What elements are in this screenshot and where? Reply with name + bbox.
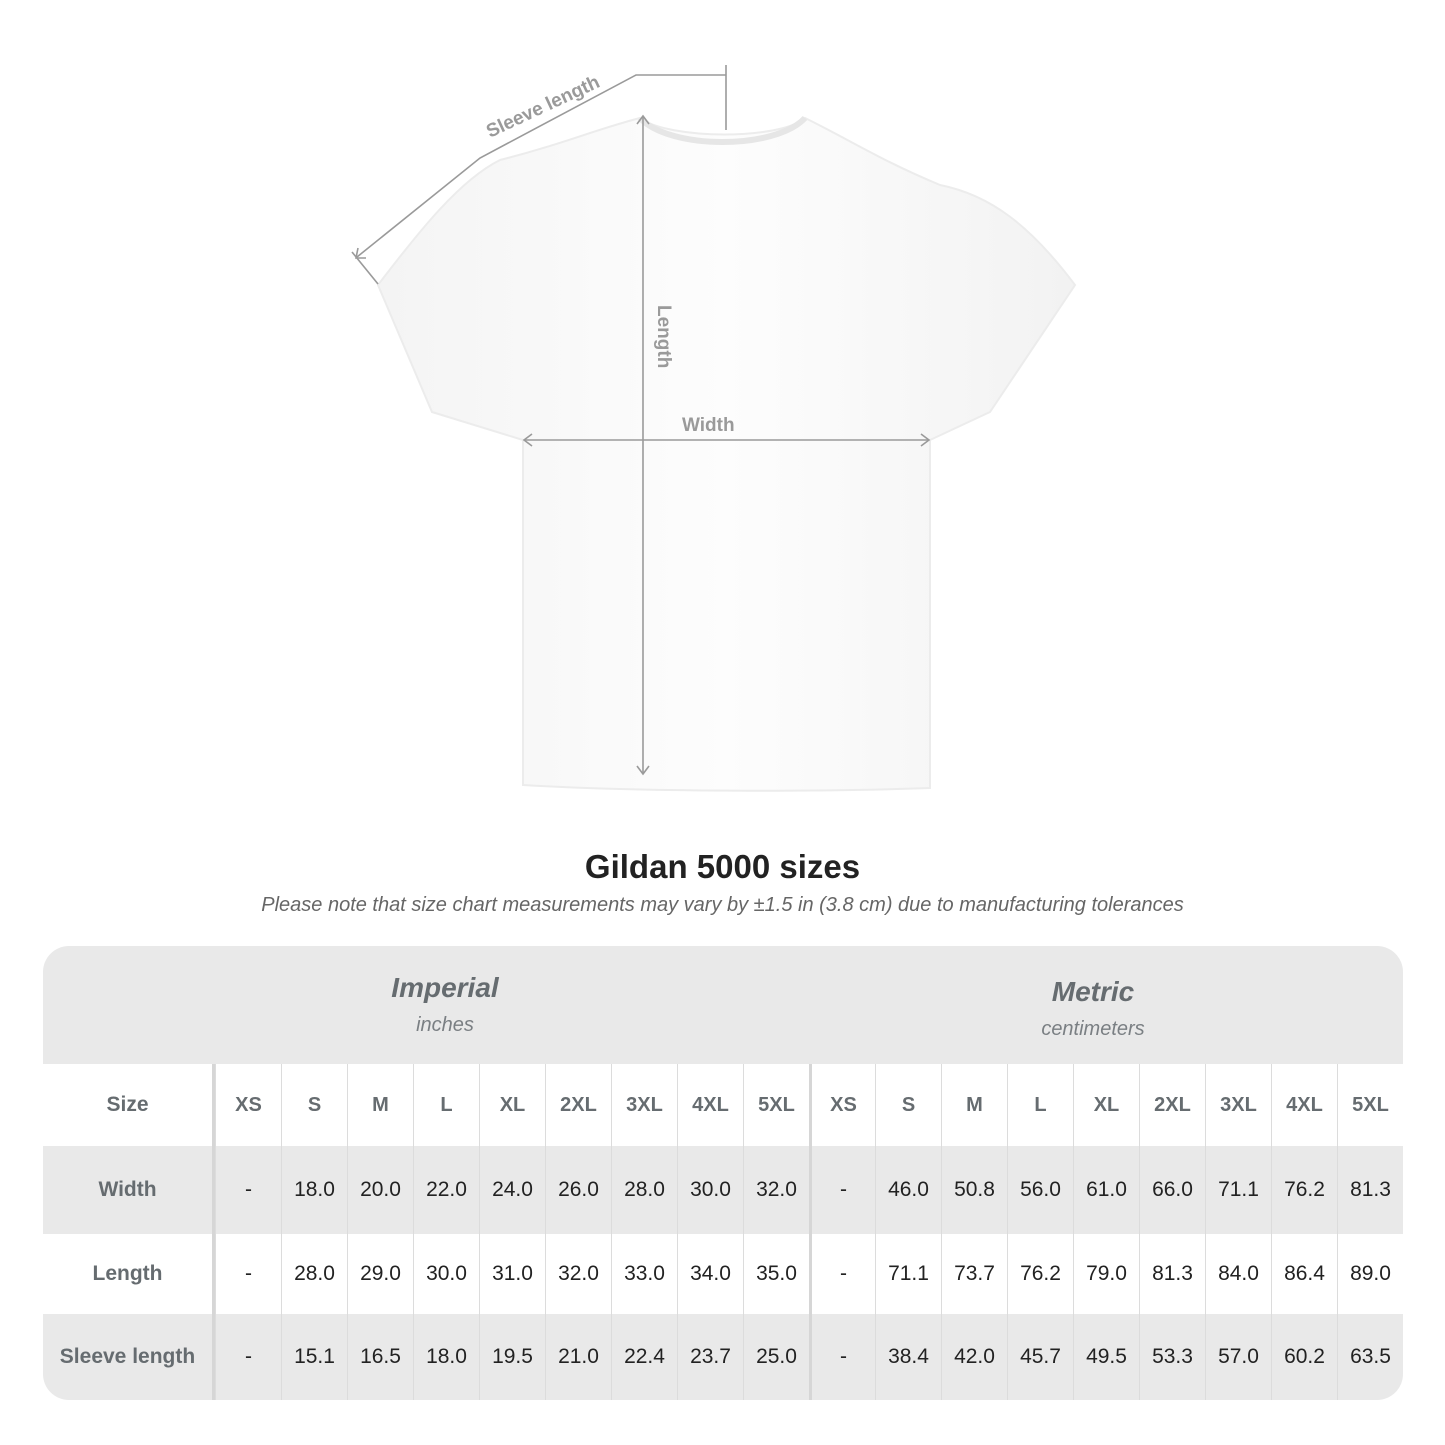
imperial-value: 28.0 [611,1146,677,1234]
size-table: Imperial inches Metric centimeters Size X… [43,946,1403,1400]
imperial-size-m: M [347,1064,413,1146]
imperial-size-xs: XS [215,1064,281,1146]
imperial-unit: inches [416,1014,474,1036]
imperial-value: 19.5 [479,1314,545,1400]
metric-value: 81.3 [1337,1146,1403,1234]
metric-value: 60.2 [1271,1314,1337,1400]
imperial-value: 23.7 [677,1314,743,1400]
metric-value: 63.5 [1337,1314,1403,1400]
imperial-size-3xl: 3XL [611,1064,677,1146]
metric-value: 76.2 [1271,1146,1337,1234]
metric-value: 53.3 [1139,1314,1205,1400]
metric-value: 89.0 [1337,1234,1403,1314]
metric-value: 46.0 [875,1146,941,1234]
imperial-value: 24.0 [479,1146,545,1234]
metric-size-4xl: 4XL [1271,1064,1337,1146]
metric-size-xs: XS [809,1064,875,1146]
length-label: Length [653,305,674,368]
metric-size-m: M [941,1064,1007,1146]
metric-size-xl: XL [1073,1064,1139,1146]
metric-value: 57.0 [1205,1314,1271,1400]
tolerance-note: Please note that size chart measurements… [261,894,1184,916]
imperial-value: - [215,1234,281,1314]
size-label: Size [43,1064,215,1146]
unit-header-band [43,946,1403,1064]
size-header-row: Size XS S M L XL 2XL 3XL 4XL 5XL XS S M L XL 2XL 3XL 4XL 5… [43,1064,1403,1146]
imperial-header: Imperial inches [245,972,645,1037]
imperial-size-l: L [413,1064,479,1146]
metric-size-l: L [1007,1064,1073,1146]
table-row: Width -18.0 20.0 22.0 24.0 26.0 28.0 30.0 32.0-4… [43,1146,1403,1234]
row-label: Sleeve length [43,1314,215,1400]
metric-unit: centimeters [1041,1018,1145,1040]
imperial-value: 22.0 [413,1146,479,1234]
imperial-value: 20.0 [347,1146,413,1234]
imperial-value: 32.0 [743,1146,809,1234]
metric-value: 56.0 [1007,1146,1073,1234]
metric-value: 79.0 [1073,1234,1139,1314]
imperial-size-2xl: 2XL [545,1064,611,1146]
row-label: Width [43,1146,215,1234]
metric-value: - [809,1146,875,1234]
imperial-value: 30.0 [413,1234,479,1314]
table-row: Length -28.0 29.0 30.0 31.0 32.0 33.0 34.0 35.0-… [43,1234,1403,1314]
metric-value: 84.0 [1205,1234,1271,1314]
metric-value: 38.4 [875,1314,941,1400]
imperial-value: - [215,1314,281,1400]
metric-value: 49.5 [1073,1314,1139,1400]
metric-value: 45.7 [1007,1314,1073,1400]
metric-value: 71.1 [1205,1146,1271,1234]
metric-value: 66.0 [1139,1146,1205,1234]
sleeve-length-label: Sleeve length [483,72,603,143]
metric-size-2xl: 2XL [1139,1064,1205,1146]
imperial-value: 18.0 [281,1146,347,1234]
tshirt-shape [376,116,1077,792]
imperial-size-xl: XL [479,1064,545,1146]
imperial-value: 22.4 [611,1314,677,1400]
metric-value: 86.4 [1271,1234,1337,1314]
imperial-value: 25.0 [743,1314,809,1400]
tshirt-diagram: Sleeve length Length Width [351,65,1077,792]
metric-size-3xl: 3XL [1205,1064,1271,1146]
imperial-value: 15.1 [281,1314,347,1400]
imperial-value: 21.0 [545,1314,611,1400]
imperial-size-5xl: 5XL [743,1064,809,1146]
imperial-value: 29.0 [347,1234,413,1314]
metric-value: - [809,1314,875,1400]
imperial-value: 30.0 [677,1146,743,1234]
imperial-title: Imperial [391,972,499,1003]
imperial-value: 32.0 [545,1234,611,1314]
metric-value: 76.2 [1007,1234,1073,1314]
imperial-value: 33.0 [611,1234,677,1314]
sleeve-length-line [356,74,726,258]
row-label: Length [43,1234,215,1314]
metric-value: 42.0 [941,1314,1007,1400]
metric-value: - [809,1234,875,1314]
metric-value: 61.0 [1073,1146,1139,1234]
metric-value: 50.8 [941,1146,1007,1234]
metric-size-s: S [875,1064,941,1146]
imperial-value: 18.0 [413,1314,479,1400]
chart-title: Gildan 5000 sizes [584,848,861,885]
metric-size-5xl: 5XL [1337,1064,1403,1146]
imperial-value: - [215,1146,281,1234]
tshirt-collar [637,115,808,145]
metric-value: 73.7 [941,1234,1007,1314]
metric-header: Metric centimeters [893,976,1293,1041]
metric-title: Metric [1051,976,1135,1007]
imperial-value: 28.0 [281,1234,347,1314]
table-row: Sleeve length -15.1 16.5 18.0 19.5 21.0 22.4 23… [43,1314,1403,1400]
imperial-value: 26.0 [545,1146,611,1234]
metric-value: 81.3 [1139,1234,1205,1314]
imperial-value: 35.0 [743,1234,809,1314]
imperial-value: 16.5 [347,1314,413,1400]
imperial-value: 34.0 [677,1234,743,1314]
imperial-size-4xl: 4XL [677,1064,743,1146]
imperial-value: 31.0 [479,1234,545,1314]
imperial-size-s: S [281,1064,347,1146]
width-label: Width [682,415,735,436]
metric-value: 71.1 [875,1234,941,1314]
